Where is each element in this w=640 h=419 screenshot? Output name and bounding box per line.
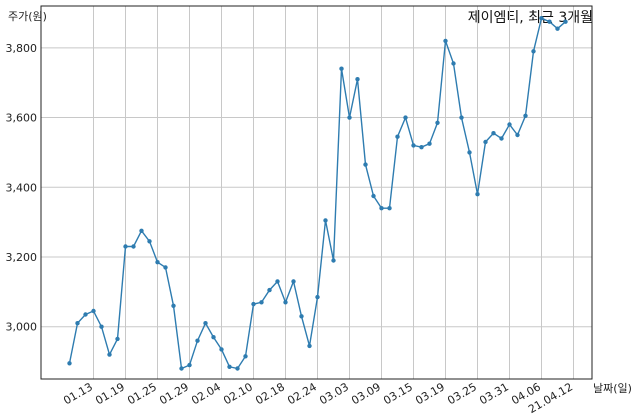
data-point	[219, 347, 224, 352]
data-point	[163, 265, 168, 270]
data-point	[507, 122, 512, 127]
data-point	[483, 139, 488, 145]
data-point	[555, 26, 560, 31]
data-point	[259, 300, 264, 305]
data-point	[251, 301, 256, 307]
x-tick-label: 02.24	[285, 380, 319, 407]
data-point	[419, 145, 424, 150]
x-tick-label: 02.18	[253, 380, 287, 407]
data-point	[243, 354, 248, 359]
data-point	[339, 66, 344, 71]
y-tick-layer: 3,000 3,200 3,400 3,600 3,800	[6, 42, 38, 334]
data-point	[283, 300, 288, 305]
grid-layer	[41, 6, 592, 379]
data-point	[299, 314, 304, 319]
x-tick-label: 01.13	[61, 380, 95, 407]
data-point	[371, 193, 376, 199]
x-tick-label: 01.19	[93, 380, 127, 407]
data-point	[539, 16, 544, 21]
data-point	[379, 206, 384, 211]
x-tick-label: 03.03	[317, 380, 351, 407]
x-tick-label: 03.31	[477, 380, 511, 407]
data-point-layer	[67, 16, 568, 371]
data-point	[307, 343, 312, 349]
data-point	[267, 287, 272, 293]
data-point	[395, 134, 400, 139]
data-point	[499, 136, 504, 141]
data-point	[131, 244, 136, 249]
data-point	[363, 162, 368, 167]
data-point	[171, 303, 176, 308]
data-point	[91, 308, 96, 314]
data-point	[67, 361, 72, 366]
data-point	[403, 115, 408, 120]
data-point	[411, 143, 416, 148]
data-point	[387, 206, 392, 211]
chart-title: 제이엠티, 최근 3개월	[468, 10, 593, 26]
data-point	[523, 113, 528, 119]
data-point	[211, 335, 216, 340]
data-point	[315, 294, 320, 300]
data-point	[323, 218, 328, 223]
data-point	[139, 228, 144, 233]
data-point	[123, 244, 128, 249]
data-point	[155, 260, 160, 265]
y-tick-label: 3,600	[6, 112, 38, 125]
data-point	[275, 279, 280, 284]
x-axis-label: 날짜(일)	[593, 381, 632, 395]
x-tick-label: 02.10	[221, 380, 255, 407]
data-point	[235, 366, 240, 371]
data-point	[547, 19, 552, 24]
data-point	[491, 131, 496, 136]
x-tick-label: 03.09	[349, 380, 383, 407]
data-point	[531, 49, 536, 54]
data-point	[203, 321, 208, 326]
data-point	[427, 141, 432, 146]
plot-frame	[40, 5, 593, 380]
x-tick-label: 02.04	[189, 380, 223, 407]
data-point	[187, 362, 192, 368]
data-point	[515, 132, 520, 138]
x-tick-label: 03.15	[381, 380, 415, 407]
y-tick-label: 3,400	[6, 181, 38, 194]
data-point	[291, 279, 296, 284]
data-point	[451, 61, 456, 66]
x-tick-layer: 01.1301.1901.2501.2902.0402.1002.1802.24…	[61, 380, 575, 416]
y-tick-label: 3,200	[6, 251, 38, 264]
data-point	[99, 324, 104, 329]
data-point	[195, 338, 200, 343]
data-point	[355, 77, 360, 82]
y-tick-label: 3,000	[6, 321, 38, 334]
y-tick-label: 3,800	[6, 42, 38, 55]
data-point	[179, 366, 184, 371]
data-point	[227, 364, 232, 369]
data-point	[331, 258, 336, 263]
data-point	[75, 321, 80, 326]
data-point	[459, 115, 464, 120]
x-tick-label: 01.25	[125, 380, 159, 407]
data-point	[83, 312, 88, 317]
data-point	[115, 336, 120, 342]
x-tick-label: 01.29	[157, 380, 191, 407]
data-point	[467, 150, 472, 155]
x-tick-label: 03.19	[413, 380, 447, 407]
data-point	[107, 352, 112, 357]
data-point	[347, 115, 352, 120]
y-axis-label: 주가(원)	[8, 10, 47, 23]
data-point	[147, 239, 152, 244]
data-point	[475, 192, 480, 197]
data-point	[443, 38, 448, 44]
data-point	[435, 120, 440, 126]
x-tick-label: 03.25	[445, 380, 479, 407]
data-point	[563, 19, 568, 24]
